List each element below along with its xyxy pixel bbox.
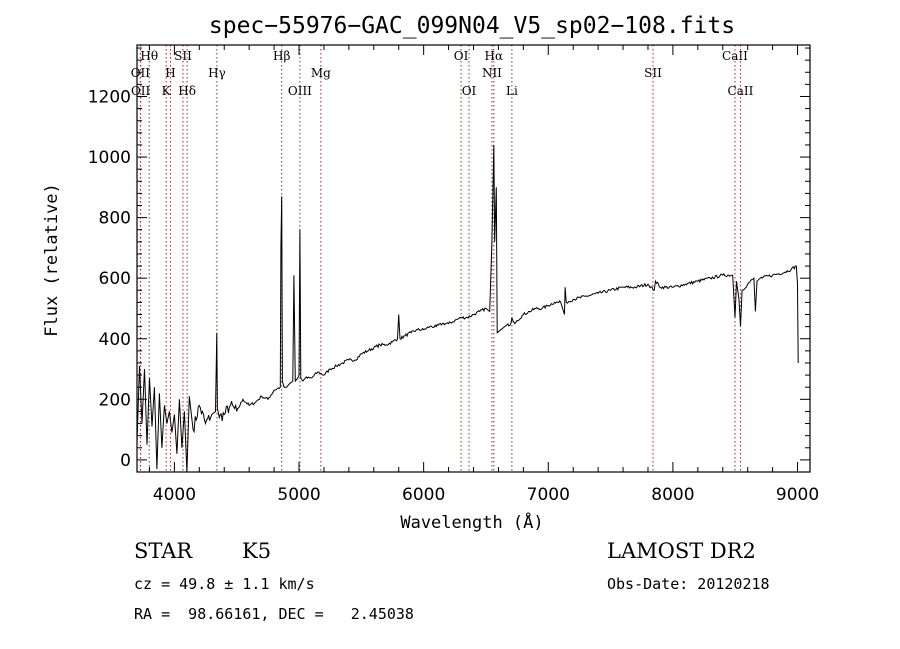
survey-name: LAMOST DR2 (607, 539, 756, 563)
x-tick-label: 8000 (651, 485, 694, 505)
spectral-line-label: Hα (485, 49, 504, 63)
spectral-line-label: CaII (728, 84, 754, 98)
y-tick-label: 400 (99, 330, 131, 350)
spectral-line-label: Li (506, 84, 518, 98)
spectral-line-label: OIII (288, 84, 312, 98)
y-axis-ticks: 0 200 400 600 800 1000 1200 (88, 47, 810, 473)
spectrum-line (136, 144, 799, 473)
x-tick-label: 4000 (153, 485, 196, 505)
object-subclass: K5 (242, 539, 272, 563)
y-tick-label: 1000 (88, 148, 131, 168)
x-tick-label: 5000 (277, 485, 320, 505)
coordinates: RA = 98.66161, DEC = 2.45038 (134, 605, 414, 623)
redshift-velocity: cz = 49.8 ± 1.1 km/s (134, 575, 315, 593)
x-axis-label: Wavelength (Å) (400, 511, 543, 533)
observation-date: Obs-Date: 20120218 (607, 575, 770, 593)
spectral-line-label: K (162, 84, 172, 98)
y-tick-label: 800 (99, 209, 131, 229)
chart-title: spec−55976−GAC_099N04_V5_sp02−108.fits (209, 13, 735, 39)
spectral-line-label: NII (482, 66, 502, 80)
spectral-line-label: OI (454, 49, 469, 63)
x-tick-label: 6000 (402, 485, 445, 505)
spectral-line-label: H (165, 66, 175, 80)
spectral-line-label: Hθ (140, 49, 158, 63)
y-axis-label: Flux (relative) (42, 183, 62, 337)
y-tick-label: 200 (99, 390, 131, 410)
y-tick-label: 1200 (88, 87, 131, 107)
spectral-line-label: OI (462, 84, 477, 98)
spectral-line-label: Mg (311, 66, 331, 80)
x-axis-ticks: 4000 5000 6000 7000 8000 9000 (148, 45, 819, 505)
spectral-line-label: Hδ (178, 84, 196, 98)
spectral-line-label: Hγ (208, 66, 226, 80)
y-tick-label: 600 (99, 269, 131, 289)
spectral-line-markers: HθOIIOIIHKSIIHδHγHβOIIIMgOIOIHαNIILiSIIC… (131, 45, 754, 472)
spectral-line-label: SII (644, 66, 662, 80)
x-tick-label: 9000 (776, 485, 819, 505)
x-tick-label: 7000 (527, 485, 570, 505)
spectral-line-label: OII (131, 84, 151, 98)
spectral-line-label: SII (174, 49, 192, 63)
object-class: STAR (134, 539, 193, 563)
spectral-line-label: Hβ (273, 49, 290, 63)
spectral-line-label: CaII (722, 49, 748, 63)
y-tick-label: 0 (120, 451, 131, 471)
